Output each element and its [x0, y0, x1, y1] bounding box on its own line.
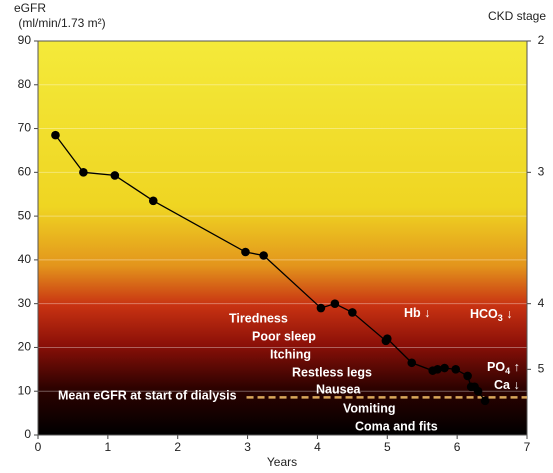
data-point: [440, 363, 449, 373]
data-point: [110, 171, 120, 180]
plot-frame: [37, 40, 528, 436]
y-tick-label: 40: [18, 252, 32, 266]
annotation: Tiredness: [229, 311, 288, 325]
y2-tick-label: 3: [538, 165, 545, 179]
y2-tick-label: 2: [538, 33, 545, 47]
y-axis-label: (ml/min/1.73 m²): [18, 16, 105, 30]
x-tick-label: 3: [244, 440, 251, 454]
y-axis-label: eGFR: [14, 1, 46, 15]
annotation: Coma and fits: [355, 419, 438, 433]
data-point: [407, 358, 417, 368]
x-tick-label: 7: [524, 440, 531, 454]
y-tick-label: 30: [18, 296, 32, 310]
y-tick-label: 0: [24, 427, 31, 441]
data-point: [51, 130, 60, 140]
x-tick-label: 6: [454, 440, 461, 454]
marker-label: Hb ↓: [404, 306, 430, 320]
data-point: [79, 168, 88, 177]
y-tick-label: 80: [18, 77, 32, 91]
y-tick-label: 50: [18, 208, 32, 222]
x-axis-label: Years: [267, 455, 297, 469]
data-point: [382, 334, 392, 343]
data-point: [480, 396, 490, 406]
annotation: Restless legs: [292, 365, 372, 379]
y-tick-label: 10: [18, 383, 32, 397]
marker-label: Ca ↓: [494, 378, 520, 392]
y2-tick-label: 5: [538, 362, 545, 376]
x-tick-label: 1: [105, 440, 112, 454]
data-point: [330, 299, 340, 308]
y-tick-label: 20: [18, 340, 32, 354]
data-point: [433, 365, 442, 374]
data-point: [259, 251, 268, 260]
marker-label: PO4 ↑: [487, 360, 520, 376]
y-tick-label: 60: [18, 165, 32, 179]
x-tick-label: 5: [384, 440, 391, 454]
x-tick-label: 4: [314, 440, 321, 454]
data-point: [241, 247, 250, 257]
annotation: Nausea: [316, 382, 362, 396]
annotation: Poor sleep: [252, 329, 316, 343]
annotation: Vomiting: [343, 401, 396, 415]
y-tick-label: 70: [18, 121, 32, 135]
marker-label: HCO3 ↓: [470, 307, 513, 323]
y2-tick-label: 4: [538, 296, 545, 310]
x-tick-label: 0: [35, 440, 42, 454]
data-point: [148, 196, 158, 206]
y-tick-label: 90: [18, 33, 32, 47]
annotation: Itching: [270, 347, 311, 361]
x-tick-label: 2: [174, 440, 181, 454]
reference-label: Mean eGFR at start of dialysis: [58, 389, 237, 403]
data-point: [451, 365, 461, 374]
data-point: [473, 386, 483, 396]
y2-axis-label: CKD stage: [488, 9, 546, 23]
data-point: [316, 303, 326, 313]
data-point: [463, 371, 472, 381]
data-point: [348, 308, 357, 317]
plot-background: [38, 41, 527, 435]
